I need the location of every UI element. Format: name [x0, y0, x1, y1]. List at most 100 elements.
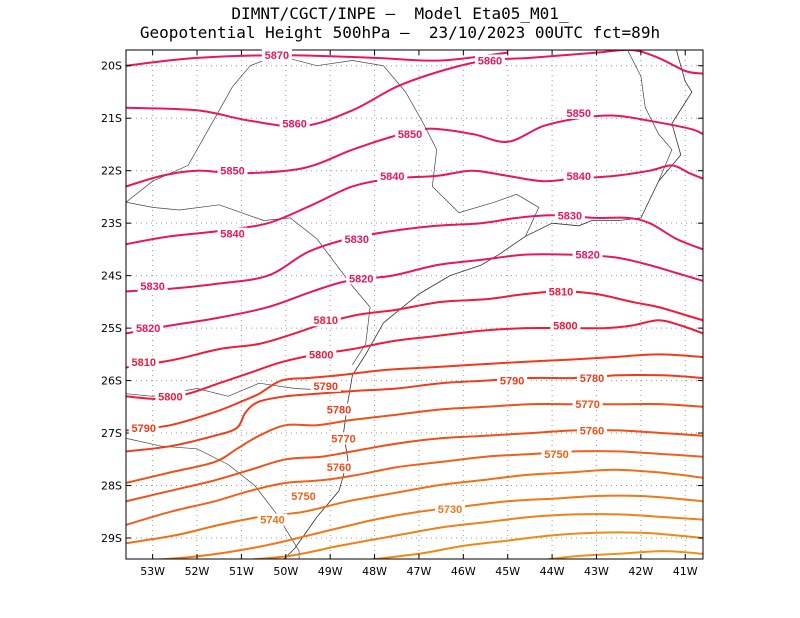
contour-label-bg: [474, 54, 505, 67]
plot-frame: [125, 49, 704, 560]
contour-label-bg: [155, 390, 186, 403]
contour-5700: [542, 550, 703, 559]
contour-5770: [126, 403, 703, 484]
contour-label-5810: 5810: [549, 286, 573, 298]
contour-5850: [126, 114, 703, 188]
contour-label-bg: [346, 272, 377, 285]
title-line-1: DIMNT/CGCT/INPE — Model Eta05_M01_: [231, 4, 569, 23]
contour-5720: [243, 513, 703, 559]
contour-label-bg: [257, 513, 288, 526]
contour-label-5770: 5770: [331, 433, 355, 445]
contour-5740: [126, 468, 703, 545]
contour-label-bg: [306, 348, 337, 361]
contour-label-5760: 5760: [580, 425, 604, 437]
state-border: [126, 54, 278, 203]
contour-label-5860: 5860: [282, 118, 306, 130]
contour-5840: [126, 164, 703, 246]
contour-5860: [126, 50, 703, 128]
contour-label-5850: 5850: [398, 129, 422, 141]
contour-label-bg: [550, 319, 581, 332]
coastline: [283, 50, 693, 559]
lat-tick-label: 29S: [101, 532, 122, 545]
contour-label-5760: 5760: [327, 462, 351, 474]
contour-label-5740: 5740: [260, 515, 284, 527]
lon-tick-label: 41W: [673, 565, 698, 578]
contour-label-5800: 5800: [553, 320, 577, 332]
lat-tick-label: 22S: [101, 165, 122, 178]
contour-label-bg: [128, 421, 159, 434]
lon-tick-label: 47W: [407, 565, 432, 578]
lon-tick-label: 53W: [140, 565, 165, 578]
contour-label-5840: 5840: [380, 171, 404, 183]
contour-5730: [151, 494, 703, 559]
contour-label-bg: [324, 403, 355, 416]
contour-label-5830: 5830: [345, 234, 369, 246]
contour-label-5820: 5820: [349, 273, 373, 285]
state-border: [627, 50, 673, 182]
contour-label-bg: [310, 379, 341, 392]
contour-label-bg: [577, 371, 608, 384]
contour-label-bg: [261, 49, 292, 62]
lat-tick-label: 26S: [101, 375, 122, 388]
contour-label-bg: [328, 432, 359, 445]
contour-label-bg: [395, 127, 426, 140]
lat-tick-label: 28S: [101, 480, 122, 493]
contour-5790: [126, 353, 703, 432]
state-border: [126, 382, 348, 397]
contour-label-5790: 5790: [313, 381, 337, 393]
title-line-2: Geopotential Height 500hPa — 23/10/2023 …: [139, 23, 661, 42]
lon-tick-label: 50W: [273, 565, 298, 578]
contour-5820: [126, 253, 703, 335]
lon-tick-label: 43W: [584, 565, 609, 578]
contour-label-bg: [497, 374, 528, 387]
lon-tick-label: 52W: [185, 565, 210, 578]
lon-tick-label: 45W: [495, 565, 520, 578]
lat-tick-label: 20S: [101, 60, 122, 73]
contour-label-5790: 5790: [132, 423, 156, 435]
lat-tick-label: 21S: [101, 112, 122, 125]
contour-label-5810: 5810: [313, 315, 337, 327]
contour-lines: [126, 50, 703, 559]
contour-label-5860: 5860: [478, 55, 502, 67]
state-border: [276, 54, 540, 237]
contour-label-5870: 5870: [265, 50, 289, 62]
contour-label-5820: 5820: [575, 250, 599, 262]
axis-ticks: 53W 52W 51W 50W 49W 48W 47W 46W 45W 44W 43W 42W 41W 2…: [101, 50, 703, 578]
contour-label-5850: 5850: [566, 108, 590, 120]
contour-labels: 5870 5860 5860 5850 5850 5850 5840 5840 5840 5830…: [128, 49, 608, 527]
contour-label-5830: 5830: [558, 210, 582, 222]
contour-label-bg: [572, 398, 603, 411]
contour-label-5830: 5830: [140, 281, 164, 293]
contour-label-bg: [217, 227, 248, 240]
contour-5750: [126, 450, 703, 526]
contour-label-5810: 5810: [132, 357, 156, 369]
contour-label-5840: 5840: [566, 171, 590, 183]
contour-label-5780: 5780: [580, 373, 604, 385]
lat-tick-label: 23S: [101, 217, 122, 230]
contour-label-5800: 5800: [309, 349, 333, 361]
contour-5710: [366, 531, 703, 559]
contour-5870: [126, 51, 508, 67]
lon-tick-label: 42W: [628, 565, 653, 578]
contour-label-bg: [554, 209, 585, 222]
contour-5830: [126, 214, 703, 293]
contour-label-bg: [545, 285, 576, 298]
contour-label-bg: [341, 232, 372, 245]
contour-label-5850: 5850: [220, 166, 244, 178]
lon-tick-label: 51W: [229, 565, 254, 578]
contour-label-5750: 5750: [544, 449, 568, 461]
lat-tick-label: 27S: [101, 427, 122, 440]
contour-5810: [126, 290, 703, 369]
contour-label-bg: [133, 322, 164, 335]
contour-label-5780: 5780: [327, 404, 351, 416]
contour-label-bg: [563, 106, 594, 119]
map-title: DIMNT/CGCT/INPE — Model Eta05_M01_ Geopo…: [0, 4, 800, 42]
contour-label-5820: 5820: [136, 323, 160, 335]
lat-tick-label: 24S: [101, 270, 122, 283]
contour-label-bg: [541, 448, 572, 461]
contour-label-bg: [563, 169, 594, 182]
contour-label-bg: [324, 461, 355, 474]
contour-label-bg: [288, 490, 319, 503]
contour-label-bg: [137, 280, 168, 293]
